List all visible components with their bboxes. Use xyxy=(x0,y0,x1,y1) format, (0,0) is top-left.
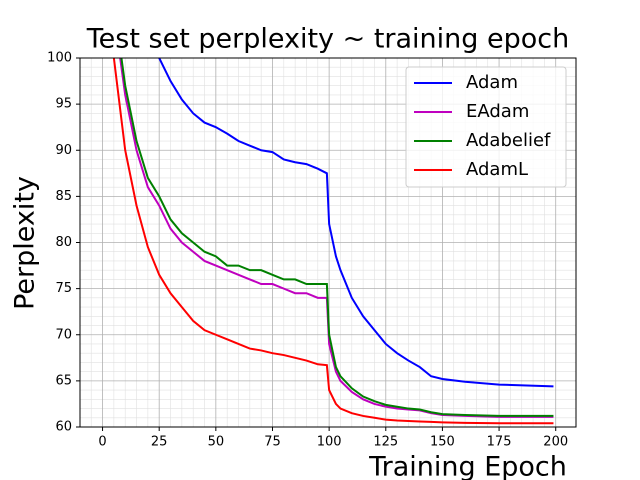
plot-frame xyxy=(79,57,577,428)
y-tick-label: 80 xyxy=(55,235,72,250)
y-tick-label: 90 xyxy=(55,143,72,158)
y-tick-label: 100 xyxy=(47,51,72,66)
x-axis-label: Training Epoch xyxy=(368,452,567,480)
chart-title: Test set perplexity ~ training epoch xyxy=(86,24,569,55)
x-tick-label: 50 xyxy=(208,435,225,450)
legend-label: Adam xyxy=(466,72,518,93)
y-axis-label: Perplexity xyxy=(10,176,41,310)
line xyxy=(120,58,554,417)
y-tick-label: 65 xyxy=(55,373,72,388)
x-tick-label: 0 xyxy=(98,435,106,450)
y-tick-label: 85 xyxy=(55,189,72,204)
x-tick-label: 175 xyxy=(487,435,512,450)
x-tick-label: 200 xyxy=(543,435,568,450)
x-tick-label: 100 xyxy=(317,435,342,450)
y-tick-label: 95 xyxy=(55,97,72,112)
legend-box xyxy=(405,66,567,188)
y-tick-label: 70 xyxy=(55,327,72,342)
y-tick-label: 75 xyxy=(55,281,72,296)
plot-area xyxy=(112,58,554,425)
line xyxy=(112,58,554,425)
x-tick-label: 75 xyxy=(264,435,281,450)
legend-label: Adabelief xyxy=(466,130,551,151)
legend-label: EAdam xyxy=(466,101,529,122)
x-tick-label: 25 xyxy=(151,435,168,450)
legend-label: AdamL xyxy=(466,159,528,180)
y-tick-label: 60 xyxy=(55,420,72,435)
line xyxy=(158,58,554,388)
legend: Adam EAdam Adabelief AdamL xyxy=(405,66,567,188)
x-tick-label: 125 xyxy=(373,435,398,450)
x-tick-label: 150 xyxy=(430,435,455,450)
